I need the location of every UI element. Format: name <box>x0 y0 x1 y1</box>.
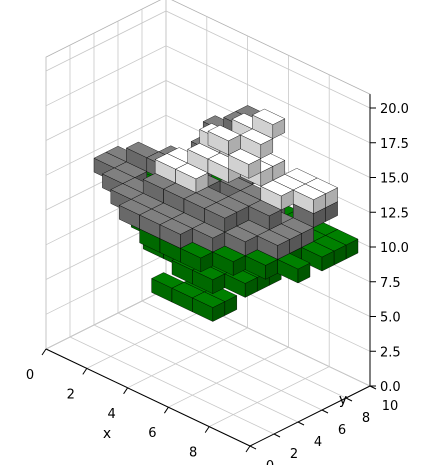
grid-lines <box>45 0 371 447</box>
voxel-white <box>207 124 241 156</box>
z-tick-label: 7.5 <box>380 276 401 291</box>
x-tick-label: 0 <box>26 368 34 383</box>
voxel-white <box>227 148 262 179</box>
x-tick-label: 4 <box>107 407 115 422</box>
x-tick-mark <box>41 348 47 356</box>
voxel-top-face <box>256 229 291 246</box>
z-tick-label: 5.0 <box>380 311 401 326</box>
voxel-green <box>244 249 279 280</box>
y-tick-label: 0 <box>266 459 274 465</box>
voxel-green <box>301 241 335 272</box>
voxel-top-face <box>248 199 282 217</box>
voxel-top-face <box>191 222 226 239</box>
y-tick-label: 6 <box>338 423 346 438</box>
x-axis-label: x <box>103 426 111 442</box>
y-tick-mark <box>273 433 281 438</box>
z-tick-label: 2.5 <box>380 345 401 360</box>
voxel-gray <box>203 202 238 233</box>
z-tick-label: 12.5 <box>380 206 409 221</box>
z-grid-line <box>45 80 371 178</box>
x-tick-label: 8 <box>189 446 197 461</box>
voxel-top-face <box>251 108 286 125</box>
y-axis-label: y <box>339 392 347 408</box>
voxel-white <box>175 162 209 194</box>
voxel-top-face <box>175 162 209 180</box>
y-tick-mark <box>345 397 353 402</box>
voxel-white <box>239 128 274 159</box>
y-tick-label: 8 <box>362 411 370 426</box>
y-tick-label: 4 <box>314 435 322 450</box>
z-tick-label: 15.0 <box>380 172 409 187</box>
voxel-green <box>277 253 311 284</box>
voxel-gray <box>159 218 193 249</box>
voxel-gray <box>191 222 226 253</box>
voxel-top-face <box>191 291 226 308</box>
x-tick-label: 6 <box>148 426 156 441</box>
x-tick-mark <box>163 406 169 414</box>
voxel-top-face <box>207 124 241 142</box>
voxel-top-face <box>292 183 327 200</box>
z-tick-label: 20.0 <box>380 102 409 117</box>
x-tick-mark <box>245 445 251 453</box>
z-grid-line <box>45 45 371 144</box>
voxel-gray <box>256 229 291 260</box>
voxel-white <box>260 180 294 211</box>
z-grid-line <box>45 10 371 109</box>
z-tick-label: 0.0 <box>380 380 401 395</box>
x-axis-ticks: 0246810 <box>26 348 251 461</box>
z-tick-label: 17.5 <box>380 137 409 152</box>
x-tick-mark <box>82 368 88 375</box>
z-tick-label: 10.0 <box>380 241 409 256</box>
voxel-top-face <box>159 218 193 235</box>
y-tick-mark <box>297 421 305 426</box>
voxel-green <box>179 242 214 273</box>
y-tick-label: 10 <box>382 399 399 414</box>
y-axis-ticks: 0 2 4 6 8 10 <box>249 385 399 465</box>
z-axis-ticks: 0.0 2.5 5.0 7.5 10.0 12.5 15.0 17.5 20.0 <box>370 102 409 395</box>
voxel-white <box>251 108 286 139</box>
y-axis-line <box>249 385 371 447</box>
voxel-top-face <box>203 202 238 219</box>
voxel-top-face <box>239 128 274 145</box>
y-tick-mark <box>249 445 257 450</box>
y-tick-mark <box>321 409 329 414</box>
voxel-cubes <box>93 105 359 322</box>
y-tick-label: 2 <box>290 447 298 462</box>
voxel-green <box>191 291 226 322</box>
x-tick-label: 2 <box>67 387 75 402</box>
x-tick-mark <box>204 426 210 433</box>
x-tick-mark <box>123 387 129 395</box>
x-axis-line <box>45 348 251 447</box>
voxel-white <box>292 183 327 214</box>
